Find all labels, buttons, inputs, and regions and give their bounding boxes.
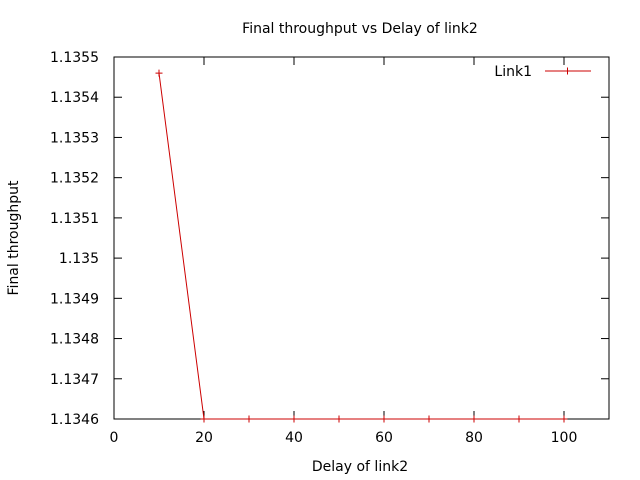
series-line (158, 73, 564, 420)
y-tick-label: 1.135 (59, 251, 99, 267)
data-point (245, 415, 253, 423)
data-point (515, 415, 523, 423)
data-point (560, 415, 568, 423)
data-point (200, 415, 208, 423)
x-tick-label: 40 (285, 430, 303, 446)
y-tick-label: 1.1355 (50, 50, 99, 66)
x-tick-label: 0 (110, 430, 119, 446)
x-tick-label: 60 (375, 430, 393, 446)
plot-area-border (113, 56, 610, 420)
data-point (425, 415, 433, 423)
chart-title: Final throughput vs Delay of link2 (242, 21, 478, 37)
x-axis-label: Delay of link2 (312, 459, 408, 475)
data-point (380, 415, 388, 423)
legend-marker (564, 67, 571, 75)
data-point (155, 69, 163, 77)
data-point (290, 415, 298, 423)
y-tick-label: 1.1351 (50, 211, 99, 227)
data-point (470, 415, 478, 423)
data-point (335, 415, 343, 423)
y-tick-label: 1.1348 (50, 332, 99, 348)
x-tick-label: 80 (465, 430, 483, 446)
y-tick-label: 1.1346 (50, 412, 99, 428)
y-tick-label: 1.1347 (50, 372, 99, 388)
x-tick-label: 100 (551, 430, 578, 446)
y-tick-label: 1.1352 (50, 171, 99, 187)
y-axis: 1.1346 1.1347 1.1348 1.1349 1.135 1.1351 1.135… (50, 50, 609, 428)
legend-label: Link1 (494, 64, 532, 80)
legend: Link1 (494, 64, 591, 80)
y-tick-label: 1.1349 (50, 291, 99, 307)
y-axis-label: Final throughput (6, 180, 22, 295)
y-tick-label: 1.1354 (50, 90, 99, 106)
y-tick-label: 1.1353 (50, 130, 99, 146)
series-layer (155, 69, 568, 423)
x-tick-label: 20 (195, 430, 213, 446)
x-axis: 0 20 40 60 80 100 (110, 57, 578, 446)
